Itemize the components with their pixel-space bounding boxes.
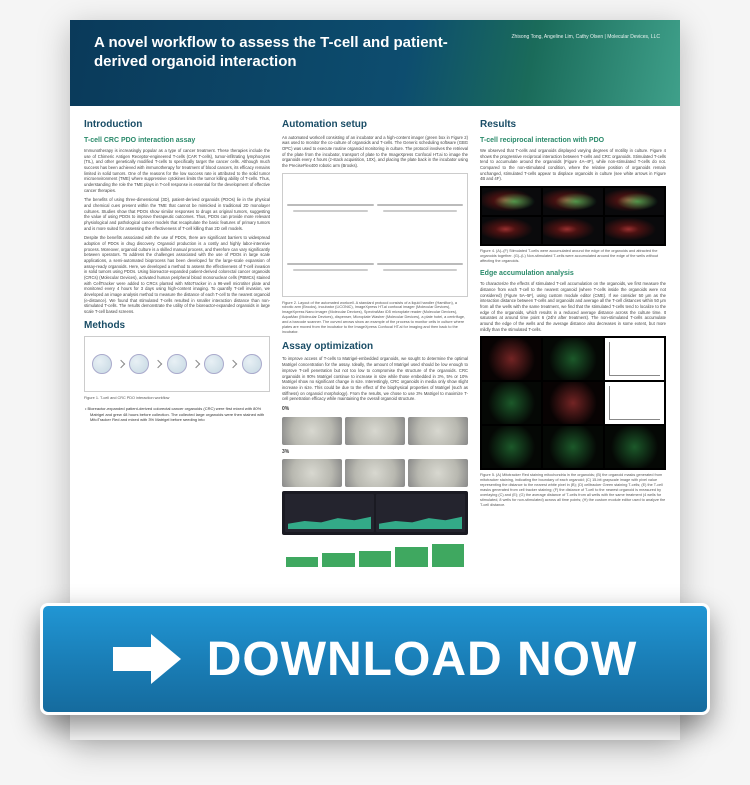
assay-para: To improve access of T-cells to Matrigel… [282, 356, 468, 401]
figure-2-automation [282, 173, 468, 297]
workflow-arrow-icon [229, 360, 237, 368]
download-button-label: DOWNLOAD NOW [207, 632, 638, 687]
bar [359, 551, 391, 567]
workflow-step-icon [167, 354, 187, 374]
poster-header: A novel workflow to assess the T-cell an… [70, 20, 680, 106]
organoid-image [408, 417, 468, 445]
heading-introduction: Introduction [84, 118, 270, 132]
chart-panel [285, 494, 374, 532]
bar [432, 544, 464, 567]
microscopy-panel [482, 188, 541, 215]
line-plot [605, 382, 664, 424]
microscopy-panel [482, 338, 541, 380]
microscopy-panel [482, 382, 541, 424]
software-screenshot [282, 491, 468, 535]
microscopy-panel [482, 217, 541, 244]
download-now-button[interactable]: DOWNLOAD NOW [40, 603, 710, 715]
microscopy-panel [543, 188, 602, 215]
instrument-icon [287, 204, 374, 206]
workflow-step-icon [242, 354, 262, 374]
bar [286, 557, 318, 567]
workflow-arrow-icon [191, 360, 199, 368]
heading-results: Results [480, 118, 666, 132]
poster-authors: Zhisong Tong, Angeline Lim, Cathy Olsen … [511, 34, 660, 40]
heading-automation: Automation setup [282, 118, 468, 132]
microscopy-panel [543, 382, 602, 424]
figure-4-caption: Figure 4. (A)–(F) Stimulated T-cells wer… [480, 249, 666, 264]
line-plot [605, 338, 664, 380]
subheading-reciprocal: T-cell reciprocal interaction with PDO [480, 136, 666, 145]
workflow-arrow-icon [154, 360, 162, 368]
arrow-right-icon [113, 634, 181, 684]
edge-para: To characterize the effects of stimulate… [480, 281, 666, 332]
organoid-image [282, 459, 342, 487]
percent-label-3: 3% [282, 449, 289, 455]
figure-5-grid [480, 336, 666, 470]
figure-5-caption: Figure 5. (A) Mitotracker Red staining m… [480, 473, 666, 507]
microscopy-panel [543, 217, 602, 244]
instrument-icon [377, 263, 464, 265]
microscopy-panel [543, 338, 602, 380]
organoid-image [345, 459, 405, 487]
subheading-assay: T-cell CRC PDO interaction assay [84, 136, 270, 145]
microscopy-panel [605, 426, 664, 468]
figure-1-workflow [84, 336, 270, 392]
figure-2-caption: Figure 2. Layout of the automated workce… [282, 301, 468, 335]
workflow-arrow-icon [116, 360, 124, 368]
figure-1-caption: Figure 1. T-cell and CRC PDO interaction… [84, 396, 270, 401]
intro-para-2: The benefits of using three-dimensional … [84, 197, 270, 231]
bar-chart [282, 541, 468, 567]
robot-arm-icon [287, 263, 374, 265]
methods-bullet: • Bioreactor-expanded patient-derived co… [90, 406, 270, 422]
chart-panel [376, 494, 465, 532]
microscopy-panel [482, 426, 541, 468]
automation-para: An automated workcell consisting of an i… [282, 135, 468, 169]
workflow-step-icon [92, 354, 112, 374]
figure-4-microscopy [480, 186, 666, 246]
workflow-step-icon [204, 354, 224, 374]
bar [322, 553, 354, 567]
percent-label-0: 0% [282, 406, 289, 412]
intro-para-3: Despite the benefits associated with the… [84, 235, 270, 314]
matrigel-row: 0% 3% [282, 406, 468, 488]
organoid-image [345, 417, 405, 445]
workflow-step-icon [129, 354, 149, 374]
bar [395, 547, 427, 567]
microscopy-panel [605, 188, 664, 215]
microscopy-panel [543, 426, 602, 468]
organoid-image [282, 417, 342, 445]
instrument-icon [377, 204, 464, 206]
heading-methods: Methods [84, 319, 270, 333]
microscopy-panel [605, 217, 664, 244]
intro-para-1: Immunotherapy is increasingly popular as… [84, 148, 270, 193]
poster-title: A novel workflow to assess the T-cell an… [94, 34, 474, 72]
subheading-edge: Edge accumulation analysis [480, 269, 666, 278]
results-para-1: We observed that T-cells and organoids d… [480, 148, 666, 182]
organoid-image [408, 459, 468, 487]
heading-assay-opt: Assay optimization [282, 340, 468, 354]
